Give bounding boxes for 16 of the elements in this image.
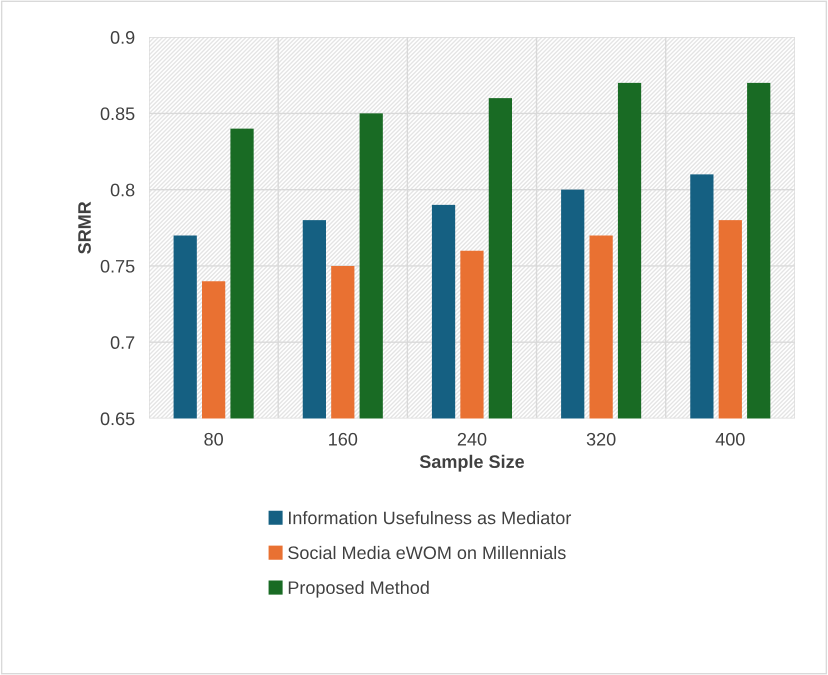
legend-label: Social Media eWOM on Millennials	[288, 546, 566, 560]
x-tick-label: 80	[204, 432, 223, 446]
x-axis-title: Sample Size	[420, 454, 524, 472]
y-tick-label: 0.75	[100, 260, 134, 273]
y-tick-label: 0.7	[110, 336, 134, 349]
y-tick-label: 0.85	[100, 107, 134, 120]
legend-label: Proposed Method	[288, 580, 429, 598]
y-tick-label: 0.65	[100, 412, 134, 426]
y-tick-label: 0.9	[110, 31, 134, 44]
x-tick-label: 320	[586, 432, 616, 446]
y-tick-label: 0.8	[110, 184, 134, 196]
x-tick-label: 400	[716, 432, 745, 446]
x-tick-label: 160	[329, 432, 358, 446]
y-axis-title: SRMR	[78, 202, 91, 254]
x-tick-label: 240	[458, 432, 486, 446]
legend-label: Information Usefulness as Mediator	[288, 511, 572, 524]
